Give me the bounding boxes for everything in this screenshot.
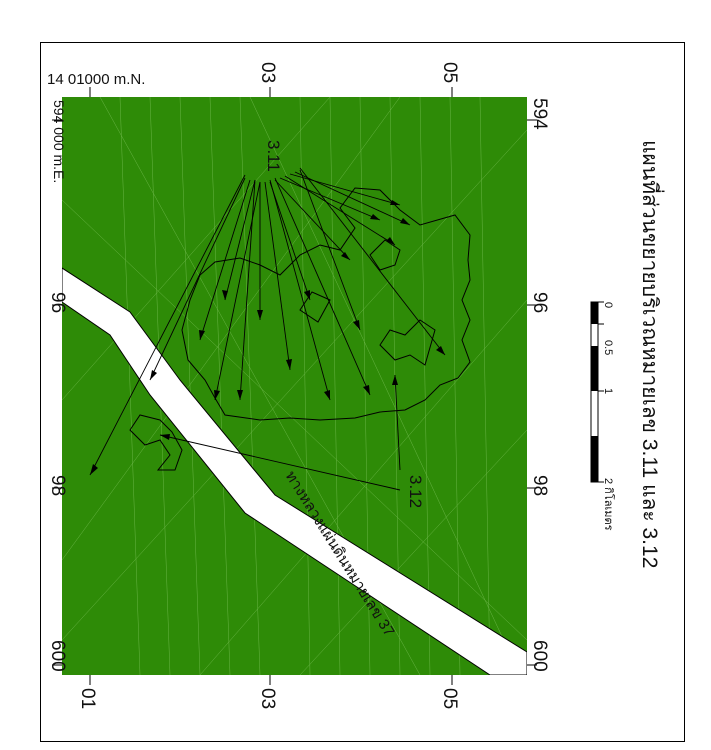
scale-tick-2-km: 2 กิโลเมตร: [602, 478, 616, 531]
grid-ticks: [52, 87, 537, 685]
top-tick-label-05: 05: [439, 62, 460, 83]
left-tick-label-96: 96: [47, 292, 68, 313]
bottom-tick-label-05: 05: [439, 688, 460, 709]
bottom-tick-label-01: 01: [77, 688, 98, 709]
corner-northing-label: 14 01000 m.N.: [47, 71, 145, 88]
corner-easting-label: 594 000 m.E.: [51, 100, 67, 183]
right-tick-label-600: 600: [529, 640, 550, 672]
sub-parcel: [379, 319, 436, 366]
right-tick-label-96: 96: [529, 292, 550, 313]
survey-features: [89, 167, 471, 491]
arrow-heads: [90, 200, 445, 475]
right-tick-label-98: 98: [529, 475, 550, 496]
bottom-tick-label-03: 03: [257, 688, 278, 709]
top-tick-label-03: 03: [257, 62, 278, 83]
area-label-3-12: 3.12: [406, 475, 425, 508]
sub-parcel: [299, 291, 331, 323]
scale-bar: 0 0.5 1 2 กิโลเมตร: [590, 301, 616, 531]
terrain-texture: [62, 97, 527, 675]
highway-37-road: [62, 267, 527, 675]
pointer-arrows: [89, 167, 446, 491]
area-3-11-boundary: [181, 187, 471, 421]
map-frame: [40, 42, 685, 742]
area-3-12-boundary: [129, 414, 183, 471]
left-tick-label-98: 98: [47, 475, 68, 496]
map-title: แผนที่ส่วนขยายบริเวณหมายเลข 3.11 และ 3.1…: [638, 140, 665, 568]
right-tick-label-594: 594: [529, 98, 550, 130]
scale-tick-1: 1: [602, 388, 614, 394]
map-area: [62, 97, 527, 675]
scale-tick-0-5: 0.5: [602, 340, 614, 355]
sub-parcel: [369, 239, 401, 271]
scale-tick-0: 0: [602, 302, 614, 308]
left-tick-label-600: 600: [47, 640, 68, 672]
area-label-3-11: 3.11: [264, 140, 283, 172]
